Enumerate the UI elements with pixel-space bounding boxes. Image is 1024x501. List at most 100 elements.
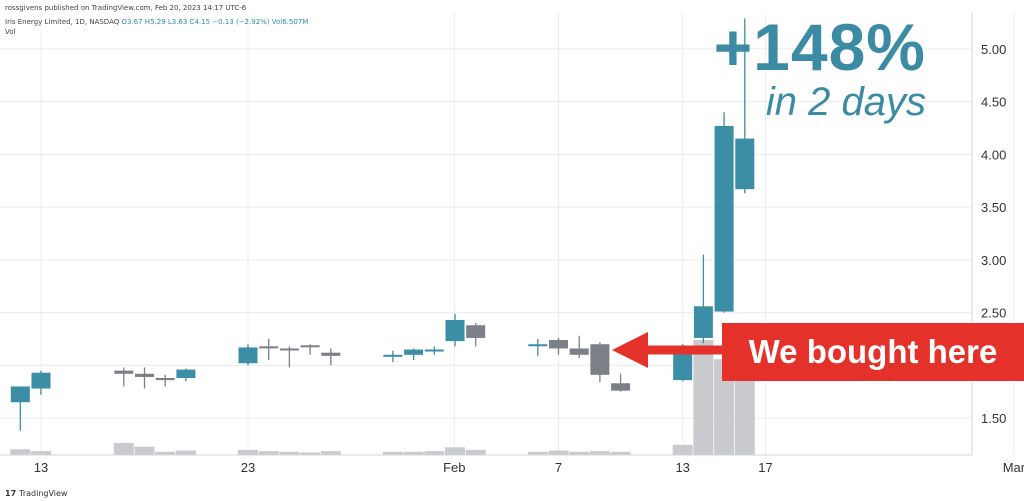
volume-bar xyxy=(548,450,569,455)
volume-bar xyxy=(382,451,403,455)
volume-bar xyxy=(10,449,31,455)
y-tick-label: 4.50 xyxy=(981,95,1006,110)
candle-body xyxy=(321,352,341,356)
x-tick-label: Mar xyxy=(1003,460,1024,475)
publisher-line: rossgivens published on TradingView.com,… xyxy=(5,4,247,12)
volume-bar xyxy=(134,446,155,455)
ohlc-values: O3.67 H5.29 L3.63 C4.15 −0.13 (−2.92%) V… xyxy=(121,18,309,26)
grid xyxy=(0,12,1015,455)
candle xyxy=(300,344,320,355)
volume-bar xyxy=(465,449,486,455)
candle xyxy=(611,373,631,392)
candle xyxy=(238,344,258,366)
candle xyxy=(466,323,486,347)
candle-body xyxy=(735,138,755,190)
candle xyxy=(404,348,424,361)
candle-body xyxy=(404,349,424,355)
x-tick-label: 17 xyxy=(758,460,772,475)
candle-body xyxy=(176,369,196,379)
candle-body xyxy=(424,349,444,352)
volume-bar xyxy=(238,449,258,455)
volume-bar xyxy=(445,447,465,455)
volume-bar xyxy=(714,359,735,455)
volume-bars xyxy=(10,340,755,455)
candle-body xyxy=(279,348,299,351)
tradingview-mark-icon: 17 xyxy=(5,489,17,498)
candle xyxy=(31,370,51,395)
y-tick-label: 1.50 xyxy=(981,411,1006,426)
volume-bar xyxy=(734,359,755,455)
volume-bar xyxy=(527,451,548,455)
candle xyxy=(693,254,713,344)
symbol-line: Iris Energy Limited, 1D, NASDAQ O3.67 H5… xyxy=(5,18,308,26)
volume-bar xyxy=(569,451,590,455)
volume-bar xyxy=(610,451,631,455)
candle xyxy=(714,112,734,313)
x-tick-label: 23 xyxy=(241,460,255,475)
candle-body xyxy=(383,354,403,357)
candle xyxy=(279,346,299,368)
volume-bar xyxy=(300,452,321,455)
volume-bar xyxy=(175,450,196,455)
candle xyxy=(569,335,589,358)
candle-body xyxy=(673,350,693,381)
candle-body xyxy=(155,378,175,381)
volume-bar xyxy=(155,451,176,455)
x-tick-label: Feb xyxy=(443,460,465,475)
x-tick-label: 13 xyxy=(34,460,48,475)
candle xyxy=(590,342,610,383)
candle xyxy=(114,367,134,387)
vol-label: Vol xyxy=(5,28,16,36)
candle xyxy=(528,338,548,356)
candle-body xyxy=(693,306,713,338)
callout-box: We bought here xyxy=(722,323,1024,381)
candle-body xyxy=(135,373,154,377)
axes: 5.004.504.003.503.002.502.001.501323Feb7… xyxy=(0,12,1024,475)
volume-bar xyxy=(320,451,341,455)
headline-percent: +148% xyxy=(713,10,926,84)
y-tick-label: 2.50 xyxy=(981,306,1006,321)
headline-subtitle: in 2 days xyxy=(765,80,926,124)
candle-body xyxy=(300,345,320,348)
volume-bar xyxy=(258,451,279,455)
candle xyxy=(10,386,30,431)
headline: +148% in 2 days xyxy=(714,14,926,122)
symbol-name: Iris Energy Limited, 1D, NASDAQ xyxy=(5,18,120,26)
volume-bar xyxy=(672,444,693,455)
candle xyxy=(424,346,444,355)
x-tick-label: 7 xyxy=(555,460,562,475)
candle xyxy=(135,367,154,389)
candle-body xyxy=(10,386,30,403)
candle xyxy=(549,337,568,355)
candle-body xyxy=(466,325,486,338)
volume-bar xyxy=(279,451,300,455)
candle xyxy=(383,350,403,363)
candle-body xyxy=(714,125,734,312)
volume-bar xyxy=(693,340,714,455)
tradingview-logo: 17 TradingView xyxy=(5,489,67,498)
x-tick-label: 13 xyxy=(675,460,689,475)
candle-body xyxy=(31,372,51,389)
y-tick-label: 3.00 xyxy=(981,253,1006,268)
candle xyxy=(735,18,755,194)
volume-bar xyxy=(113,442,134,455)
candle-body xyxy=(259,346,279,349)
candle xyxy=(259,338,279,361)
candle-body xyxy=(611,383,631,391)
candle xyxy=(155,374,175,387)
y-tick-label: 5.00 xyxy=(981,42,1006,57)
candle-body xyxy=(549,340,568,349)
volume-bar xyxy=(403,451,424,455)
volume-bar xyxy=(424,451,445,455)
candle-body xyxy=(528,344,548,347)
candle xyxy=(445,313,465,347)
candle-body xyxy=(445,319,465,342)
tradingview-brand: TradingView xyxy=(19,489,68,498)
candle-body xyxy=(238,347,258,364)
candle-body xyxy=(569,348,589,355)
candle xyxy=(176,368,196,382)
candle xyxy=(321,348,341,366)
candle-body xyxy=(114,370,134,374)
volume-bar xyxy=(31,451,51,455)
